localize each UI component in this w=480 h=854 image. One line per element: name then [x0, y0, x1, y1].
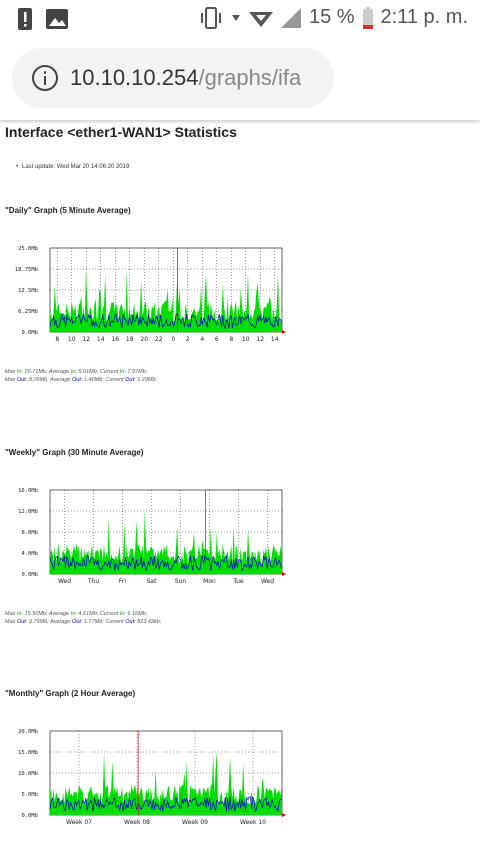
monthly-graph: 20.0Mb 15.0Mb 10.0Mb 5.0Mb 0.0Mb Week 07 Week … — [18, 729, 286, 826]
y-tick-label: 5.0Mb — [21, 792, 38, 798]
y-tick-label: 0.0Mb — [21, 330, 38, 336]
x-tick-label: 12 — [82, 336, 90, 343]
url-text[interactable]: 10.10.10.254/graphs/ifa — [70, 65, 302, 90]
daily-graph-title: "Daily" Graph (5 Minute Average) — [5, 206, 131, 215]
wifi-icon — [248, 11, 273, 27]
x-tick-label: 14 — [97, 336, 105, 343]
x-tick-label: 22 — [155, 336, 163, 343]
page-title: Interface <ether1-WAN1> Statistics — [5, 124, 237, 140]
x-tick-label: 6 — [215, 336, 219, 343]
data-arrow-icon — [231, 14, 240, 21]
x-tick-label: 14 — [271, 336, 279, 343]
y-tick-label: 12.5Mb — [18, 288, 38, 294]
address-bar[interactable]: 10.10.10.254/graphs/ifa — [12, 48, 334, 108]
x-tick-label: Mon — [203, 578, 216, 585]
y-tick-label: 20.0Mb — [18, 729, 38, 735]
x-tick-label: 8 — [229, 336, 233, 343]
page-content: Interface <ether1-WAN1> Statistics Last … — [0, 120, 480, 854]
x-tick-label: Week 07 — [66, 819, 92, 826]
x-tick-label: 4 — [200, 336, 204, 343]
x-tick-label: Week 08 — [124, 819, 150, 826]
signal-icon — [280, 7, 301, 28]
y-tick-label: 18.75Mb — [15, 267, 38, 273]
x-tick-label: Sat — [147, 578, 157, 585]
y-tick-label: 6.25Mb — [18, 309, 38, 315]
weekly-graph-title: "Weekly" Graph (30 Minute Average) — [5, 448, 144, 457]
in-traffic-area — [50, 508, 282, 574]
in-traffic-area — [50, 751, 282, 815]
x-tick-label: Week 10 — [240, 819, 266, 826]
in-traffic-area — [50, 266, 282, 332]
battery-percent: 15 % — [308, 6, 355, 28]
battery-icon — [362, 6, 373, 29]
last-update: Last update: Wed Mar 20 14:06:20 2019 — [16, 164, 129, 170]
status-bar: 15 % 2:11 p. m. — [0, 0, 480, 40]
y-tick-label: 12.0Mb — [18, 509, 38, 515]
out-traffic-line — [49, 312, 282, 330]
y-tick-label: 4.0Mb — [21, 551, 38, 557]
out-traffic-line — [49, 795, 282, 813]
y-tick-label: 15.0Mb — [18, 750, 38, 756]
x-tick-label: Sun — [175, 578, 187, 585]
daily-graph: 25.0Mb 18.75Mb 12.5Mb 6.25Mb 0.0Mb 8 10 12 14 16 1… — [15, 246, 286, 343]
monthly-graph-title: "Monthly" Graph (2 Hour Average) — [5, 689, 136, 698]
x-tick-label: 16 — [111, 336, 119, 343]
x-tick-label: 18 — [126, 336, 134, 343]
y-tick-label: 10.0Mb — [18, 771, 38, 777]
x-tick-label: Wed — [261, 578, 274, 585]
x-tick-label: 20 — [140, 336, 148, 343]
daily-legend: Max In: 20.71Mb; Average In: 5.01Mb; Cur… — [5, 369, 158, 383]
x-tick-label: 0 — [171, 336, 175, 343]
image-icon — [46, 9, 68, 29]
y-tick-label: 8.0Mb — [21, 530, 38, 536]
alert-icon — [18, 8, 32, 30]
browser-toolbar: 10.10.10.254/graphs/ifa — [0, 40, 480, 120]
info-icon[interactable] — [32, 65, 58, 91]
x-tick-label: Week 09 — [182, 819, 208, 826]
clock: 2:11 p. m. — [380, 6, 468, 28]
x-tick-label: Fri — [119, 578, 126, 585]
x-tick-label: 12 — [256, 336, 264, 343]
y-tick-label: 16.0Mb — [18, 488, 38, 494]
y-tick-label: 0.0Mb — [21, 813, 38, 819]
x-tick-label: 10 — [242, 336, 250, 343]
out-traffic-line — [49, 554, 282, 572]
y-tick-label: 0.0Mb — [21, 572, 38, 578]
x-tick-label: Thu — [87, 578, 99, 585]
y-tick-label: 25.0Mb — [18, 246, 38, 252]
x-tick-label: Tue — [232, 578, 244, 585]
x-tick-label: 2 — [186, 336, 190, 343]
x-tick-label: 10 — [68, 336, 76, 343]
x-tick-label: 8 — [55, 336, 59, 343]
weekly-legend: Max In: 15.50Mb; Average In: 4.61Mb; Cur… — [5, 611, 162, 625]
x-tick-label: Wed — [58, 578, 71, 585]
vibrate-icon — [200, 6, 221, 29]
weekly-graph: 16.0Mb 12.0Mb 8.0Mb 4.0Mb 0.0Mb Wed Thu Fri Sat S… — [18, 488, 286, 585]
